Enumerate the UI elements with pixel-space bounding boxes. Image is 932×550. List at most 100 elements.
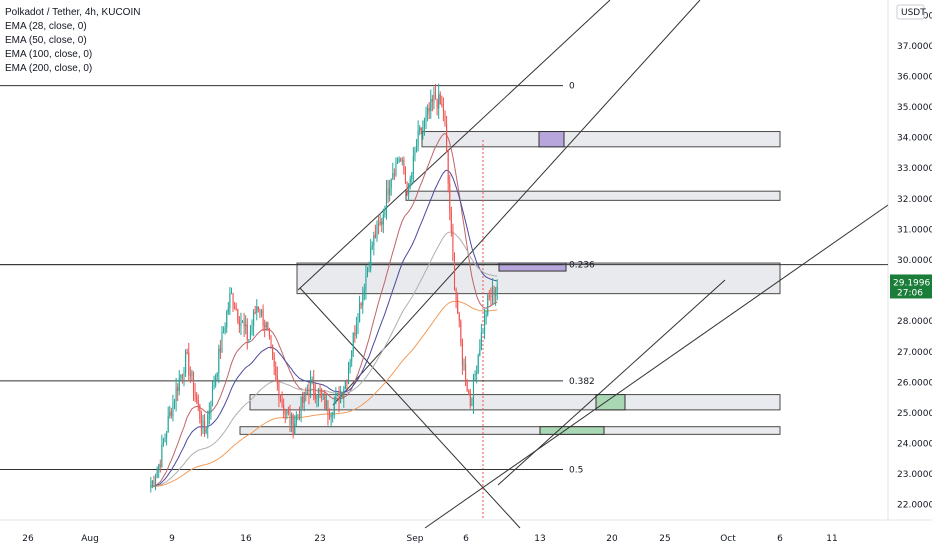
zone-highlight xyxy=(539,426,605,435)
time-tick-label: 20 xyxy=(606,534,618,544)
zone-highlight xyxy=(498,262,567,272)
candle-body xyxy=(151,480,153,487)
candle-body xyxy=(167,415,169,433)
candle-body xyxy=(450,211,452,231)
zone-highlight xyxy=(595,394,626,411)
candle-body xyxy=(295,415,297,424)
candle-body xyxy=(200,419,202,429)
candle-body xyxy=(365,275,367,290)
ema-200-line xyxy=(150,300,498,487)
candle-body xyxy=(347,368,350,384)
candle-body xyxy=(477,355,479,373)
candle-body xyxy=(173,401,176,403)
price-tick-label: 28.0000 xyxy=(897,317,932,327)
candle-body xyxy=(341,392,343,398)
candle-body xyxy=(461,343,463,366)
candle-body xyxy=(178,378,180,391)
candle-body xyxy=(333,403,335,415)
zone-box xyxy=(239,426,781,435)
candle-body xyxy=(390,178,392,188)
fib-label: 0.5 xyxy=(569,466,583,476)
candle-body xyxy=(177,387,179,391)
candle-body xyxy=(379,221,381,224)
candle-body xyxy=(338,394,340,404)
candle-body xyxy=(223,331,225,333)
candle-body xyxy=(366,269,369,276)
time-tick-label: 25 xyxy=(659,534,670,544)
candle-body xyxy=(428,108,430,112)
candle-body xyxy=(248,339,250,341)
zone-box xyxy=(249,394,781,411)
candle-body xyxy=(278,383,280,400)
candle-body xyxy=(240,322,242,326)
candle-body xyxy=(359,303,361,323)
ema-28-line xyxy=(150,133,498,487)
candle-body xyxy=(471,403,473,406)
time-tick-label: 6 xyxy=(777,534,783,544)
candle-body xyxy=(357,322,359,327)
candle-body xyxy=(374,234,376,239)
countdown-label: 27:06 xyxy=(897,288,923,298)
ema-50-label[interactable]: EMA (50, close, 0) xyxy=(5,35,87,46)
candle-body xyxy=(281,399,283,406)
time-axis: 26 Aug 9 16 23 Sep 6 13 20 25 Oct 6 11 xyxy=(22,534,837,544)
candle-body xyxy=(479,349,481,356)
candle-body xyxy=(297,414,299,416)
ema-28-label[interactable]: EMA (28, close, 0) xyxy=(5,21,87,32)
candle-body xyxy=(226,312,228,328)
time-tick-label: 6 xyxy=(463,534,469,544)
candle-body xyxy=(409,179,411,184)
candle-body xyxy=(458,313,460,321)
candle-body xyxy=(442,104,444,112)
candle-body xyxy=(181,375,183,377)
candle-body xyxy=(185,352,187,374)
candle-body xyxy=(439,94,441,105)
candle-body xyxy=(254,312,256,314)
candle-body xyxy=(192,372,195,394)
ema-100-label[interactable]: EMA (100, close, 0) xyxy=(5,49,93,60)
trend-line xyxy=(297,0,611,291)
trend-line xyxy=(332,0,701,406)
candle-body xyxy=(325,400,327,409)
candle-body xyxy=(408,183,410,195)
candle-body xyxy=(495,290,497,296)
candle-body xyxy=(153,480,155,485)
candle-body xyxy=(175,387,177,402)
candle-body xyxy=(354,332,356,336)
candle-body xyxy=(194,393,196,396)
price-tick-label: 36.0000 xyxy=(897,72,932,82)
candle-body xyxy=(170,411,172,417)
price-tick-label: 32.0000 xyxy=(897,195,932,205)
chart-grid xyxy=(0,0,932,521)
support-resistance-zones xyxy=(239,131,781,435)
candle-body xyxy=(482,332,484,334)
candle-body xyxy=(287,411,289,414)
price-badge-bg xyxy=(890,274,932,299)
candle-body xyxy=(363,289,365,293)
candle-body xyxy=(393,173,395,176)
candle-body xyxy=(376,223,378,239)
trend-line xyxy=(424,204,889,529)
candle-body xyxy=(283,405,285,414)
candle-body xyxy=(180,375,182,379)
trend-line xyxy=(497,279,726,486)
candle-body xyxy=(219,348,221,353)
time-tick-label: 9 xyxy=(169,534,175,544)
price-tick-label: 23.0000 xyxy=(897,470,932,480)
candle-body xyxy=(186,352,188,354)
price-tick-label: 24.0000 xyxy=(897,440,932,450)
candle-body xyxy=(460,320,462,344)
ema-200-label[interactable]: EMA (200, close, 0) xyxy=(5,63,93,74)
symbol-title[interactable]: Polkadot / Tether, 4h, KUCOIN xyxy=(5,7,141,18)
candle-body xyxy=(246,324,248,340)
candle-body xyxy=(166,432,168,438)
candle-body xyxy=(238,320,240,326)
candle-body xyxy=(355,326,357,336)
candle-body xyxy=(404,173,407,183)
candle-body xyxy=(243,321,245,327)
candle-body xyxy=(490,296,492,298)
candle-body xyxy=(324,394,326,409)
candle-body xyxy=(213,385,215,387)
